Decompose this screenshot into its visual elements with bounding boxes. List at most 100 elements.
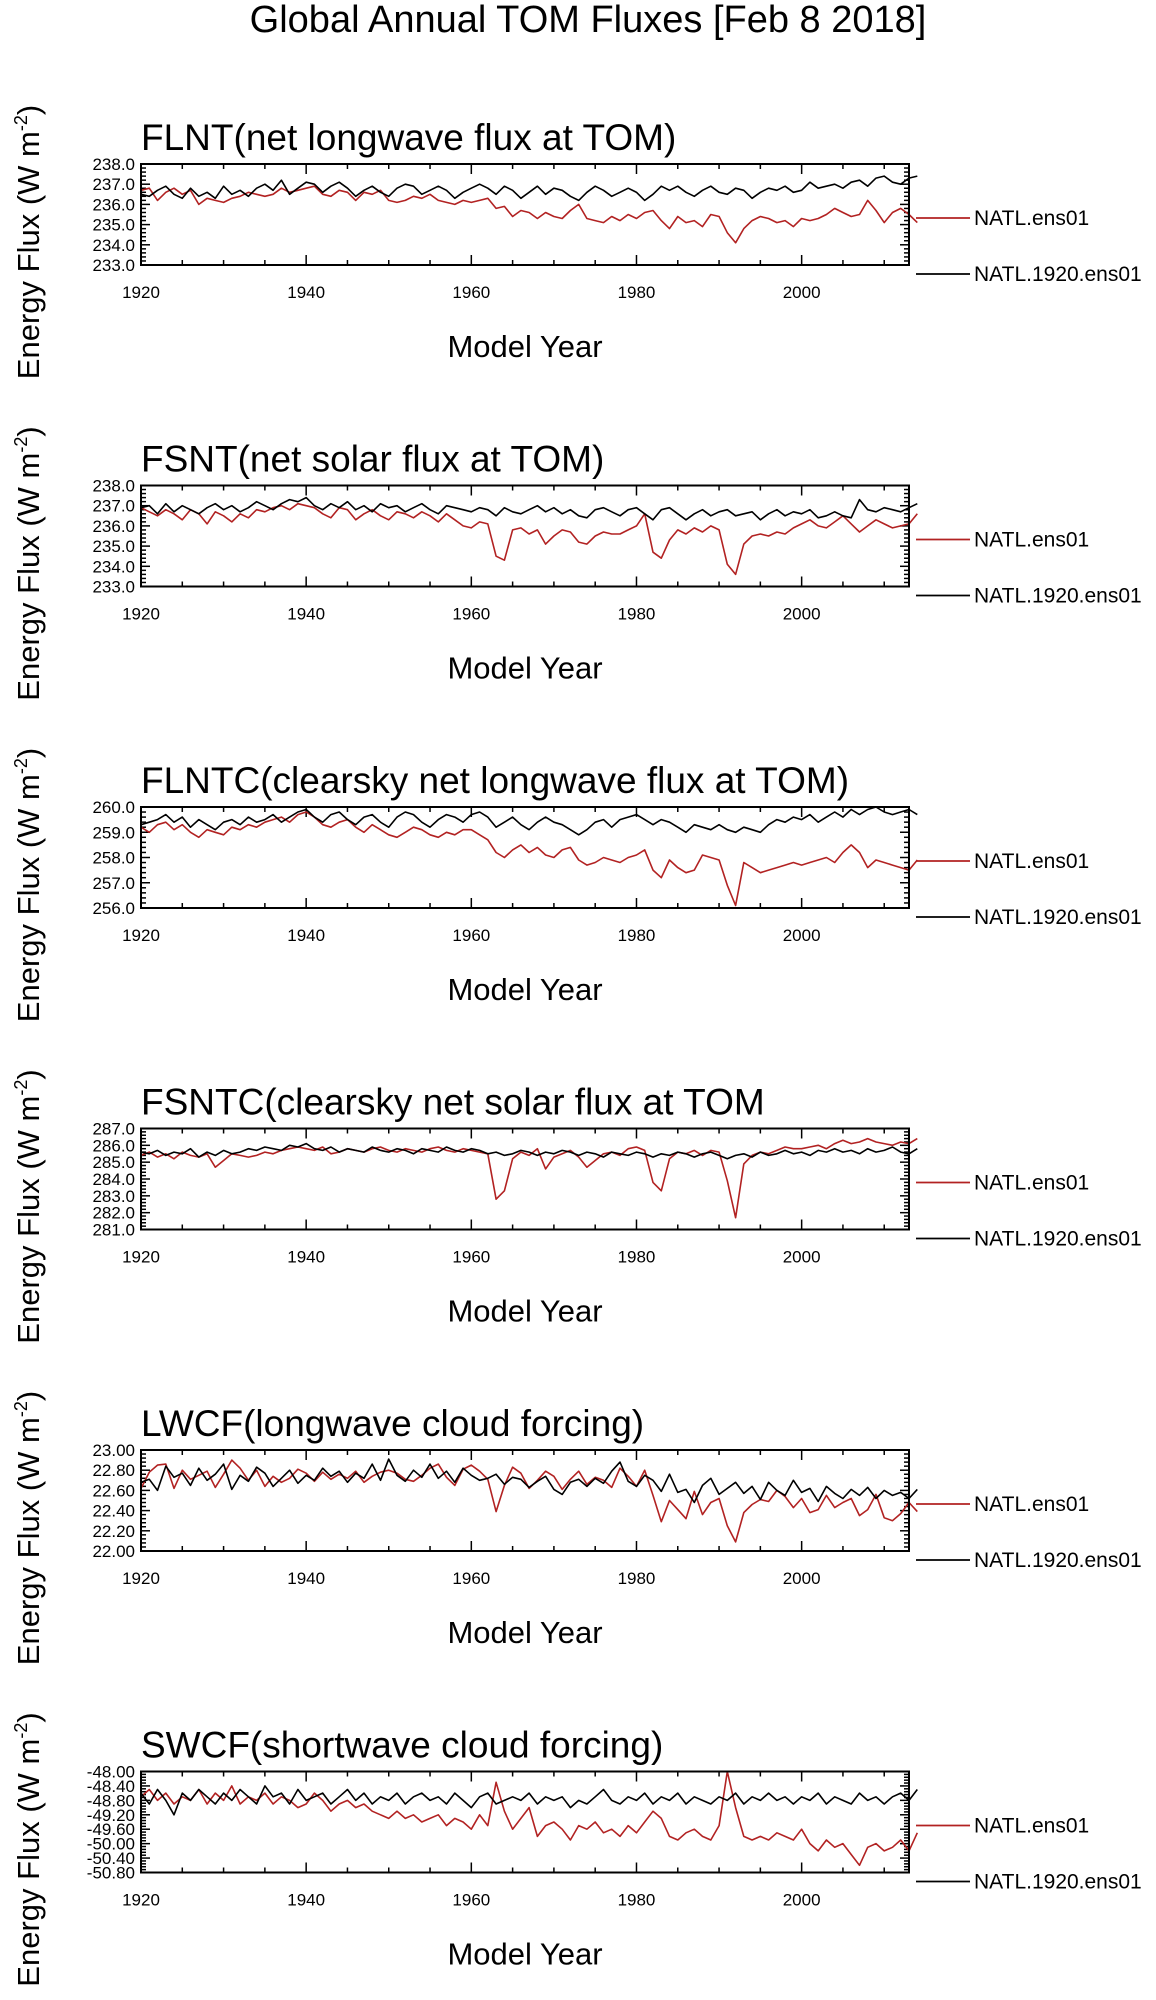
y-tick-label: 233.0 xyxy=(92,578,135,597)
y-tick-label: 260.0 xyxy=(92,798,135,817)
y-axis-title-end: ) xyxy=(11,1712,46,1722)
y-axis-title-main: Energy Flux (W m xyxy=(11,1739,46,1987)
y-tick-label: 237.0 xyxy=(92,497,135,516)
x-tick-label: 1940 xyxy=(287,926,325,945)
legend-label: NATL.1920.ens01 xyxy=(974,906,1142,929)
y-axis-title-end: ) xyxy=(11,1069,46,1079)
y-axis-title-superscript: -2 xyxy=(11,115,31,131)
series-line-natl-ens01 xyxy=(140,1459,918,1543)
x-tick-label: 1960 xyxy=(452,605,490,624)
y-tick-label: 238.0 xyxy=(92,477,135,496)
series-line-natl-1920-ens01 xyxy=(140,806,918,836)
plot-frame xyxy=(140,1449,910,1552)
legend-label: NATL.1920.ens01 xyxy=(974,1228,1142,1251)
legend-label: NATL.ens01 xyxy=(974,1815,1089,1838)
legend-label: NATL.ens01 xyxy=(974,529,1089,552)
y-tick-label: 259.0 xyxy=(92,823,135,842)
chart-panel-1: FLNT(net longwave flux at TOM) 233.0234.0… xyxy=(11,105,1142,379)
x-tick-label: 1940 xyxy=(287,1248,325,1267)
y-tick-label: -49.60 xyxy=(87,1820,135,1839)
y-axis-title: Energy Flux (W m-2) xyxy=(11,748,46,1022)
x-tick-label: 1980 xyxy=(618,1891,656,1910)
series-line-natl-ens01 xyxy=(140,1770,919,1867)
series-line-natl-ens01 xyxy=(140,185,918,244)
y-tick-label: 22.40 xyxy=(92,1502,135,1521)
plot-frame xyxy=(140,1770,910,1874)
y-axis-title-main: Energy Flux (W m xyxy=(11,774,46,1022)
y-axis-title: Energy Flux (W m-2) xyxy=(11,426,46,700)
y-tick-label: 235.0 xyxy=(92,216,135,235)
y-axis-title: Energy Flux (W m-2) xyxy=(11,1712,46,1986)
x-tick-label: 1920 xyxy=(122,283,160,302)
y-axis-title-end: ) xyxy=(11,426,46,436)
y-tick-label: 22.60 xyxy=(92,1481,135,1500)
panel-title: FSNT(net solar flux at TOM) xyxy=(141,439,604,480)
legend-label: NATL.ens01 xyxy=(974,1493,1089,1516)
series-line-natl-1920-ens01 xyxy=(140,175,918,202)
y-axis-title: Energy Flux (W m-2) xyxy=(11,1391,46,1665)
x-tick-label: 1920 xyxy=(122,926,160,945)
y-tick-label: 285.0 xyxy=(92,1153,135,1172)
panel-title: FLNTC(clearsky net longwave flux at TOM) xyxy=(141,760,849,801)
series-line-natl-1920-ens01 xyxy=(140,1785,918,1816)
chart-panel-4: FSNTC(clearsky net solar flux at TOM 281.… xyxy=(11,1069,1142,1343)
chart-panel-5: LWCF(longwave cloud forcing)22.0022.2022… xyxy=(11,1391,1142,1665)
y-tick-label: 257.0 xyxy=(92,874,135,893)
y-tick-label: 256.0 xyxy=(92,899,135,918)
series-line-natl-1920-ens01 xyxy=(140,1458,918,1504)
x-axis-title: Model Year xyxy=(447,329,602,364)
x-tick-label: 1960 xyxy=(452,926,490,945)
y-tick-label: 233.0 xyxy=(92,256,135,275)
y-tick-label: 284.0 xyxy=(92,1170,135,1189)
legend-label: NATL.ens01 xyxy=(974,1172,1089,1195)
x-tick-label: 1920 xyxy=(122,1248,160,1267)
x-tick-label: 1980 xyxy=(618,283,656,302)
legend-label: NATL.ens01 xyxy=(974,850,1089,873)
y-tick-label: 258.0 xyxy=(92,849,135,868)
y-tick-label: 23.00 xyxy=(92,1441,135,1460)
y-tick-label: -48.40 xyxy=(87,1777,135,1796)
x-tick-label: 1980 xyxy=(618,1248,656,1267)
panel-title: LWCF(longwave cloud forcing) xyxy=(141,1403,644,1444)
y-axis-title-end: ) xyxy=(11,105,46,115)
chart-panel-3: FLNTC(clearsky net longwave flux at TOM)… xyxy=(11,748,1142,1022)
x-tick-label: 1980 xyxy=(618,1569,656,1588)
y-axis-title-main: Energy Flux (W m xyxy=(11,1417,46,1665)
y-tick-label: 237.0 xyxy=(92,175,135,194)
legend-label: NATL.1920.ens01 xyxy=(974,585,1142,608)
x-tick-label: 2000 xyxy=(783,605,821,624)
y-tick-label: -49.20 xyxy=(87,1806,135,1825)
panel-title: FSNTC(clearsky net solar flux at TOM xyxy=(141,1082,765,1123)
x-tick-label: 1960 xyxy=(452,283,490,302)
x-tick-label: 1980 xyxy=(618,926,656,945)
y-axis-title-superscript: -2 xyxy=(11,437,31,453)
panels: FLNT(net longwave flux at TOM)233.0234.0… xyxy=(11,105,1142,1987)
x-tick-label: 1960 xyxy=(452,1891,490,1910)
y-tick-label: 22.00 xyxy=(92,1542,135,1561)
x-tick-label: 1940 xyxy=(287,1569,325,1588)
y-axis-title-main: Energy Flux (W m xyxy=(11,453,46,701)
x-axis-title: Model Year xyxy=(447,1615,602,1650)
y-tick-label: 234.0 xyxy=(92,557,135,576)
series-line-natl-ens01 xyxy=(140,811,918,907)
x-axis-title: Model Year xyxy=(447,972,602,1007)
legend-label: NATL.1920.ens01 xyxy=(974,1549,1142,1572)
x-tick-label: 2000 xyxy=(783,1248,821,1267)
x-tick-label: 1940 xyxy=(287,283,325,302)
x-tick-label: 1940 xyxy=(287,1891,325,1910)
x-tick-label: 1980 xyxy=(618,605,656,624)
y-axis-title-superscript: -2 xyxy=(11,1723,31,1739)
y-axis-title: Energy Flux (W m-2) xyxy=(11,105,46,379)
series-line-natl-ens01 xyxy=(140,1137,918,1219)
x-tick-label: 2000 xyxy=(783,1891,821,1910)
y-axis-title-end: ) xyxy=(11,748,46,758)
x-tick-label: 1920 xyxy=(122,1891,160,1910)
y-tick-label: 234.0 xyxy=(92,236,135,255)
y-axis-title-end: ) xyxy=(11,1391,46,1401)
x-tick-label: 1920 xyxy=(122,605,160,624)
x-tick-label: 2000 xyxy=(783,283,821,302)
panel-title: SWCF(shortwave cloud forcing) xyxy=(141,1725,663,1766)
y-tick-label: 286.0 xyxy=(92,1136,135,1155)
x-tick-label: 1920 xyxy=(122,1569,160,1588)
